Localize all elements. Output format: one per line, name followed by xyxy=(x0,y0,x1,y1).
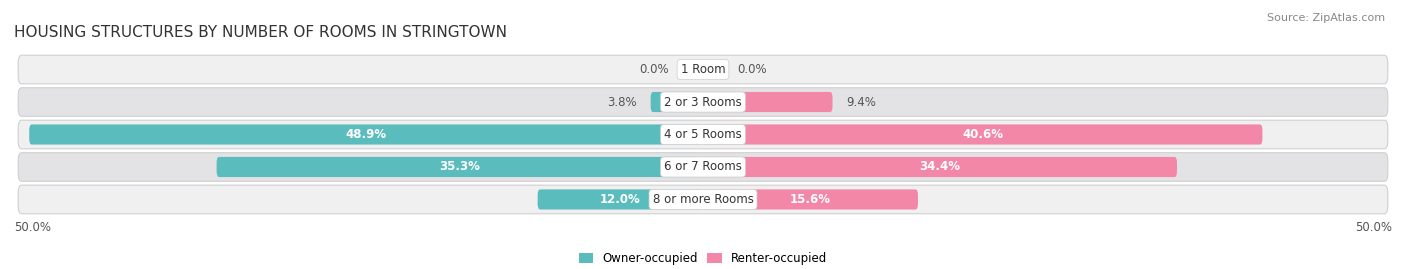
Text: 34.4%: 34.4% xyxy=(920,161,960,174)
Text: 0.0%: 0.0% xyxy=(638,63,669,76)
Text: 0.0%: 0.0% xyxy=(738,63,768,76)
FancyBboxPatch shape xyxy=(18,120,1388,149)
Text: 48.9%: 48.9% xyxy=(346,128,387,141)
Text: 50.0%: 50.0% xyxy=(1355,221,1392,233)
FancyBboxPatch shape xyxy=(703,189,918,210)
Text: 35.3%: 35.3% xyxy=(439,161,481,174)
Text: 50.0%: 50.0% xyxy=(14,221,51,233)
Text: 9.4%: 9.4% xyxy=(846,95,876,108)
Text: HOUSING STRUCTURES BY NUMBER OF ROOMS IN STRINGTOWN: HOUSING STRUCTURES BY NUMBER OF ROOMS IN… xyxy=(14,25,508,40)
Text: 15.6%: 15.6% xyxy=(790,193,831,206)
Text: Source: ZipAtlas.com: Source: ZipAtlas.com xyxy=(1267,13,1385,23)
Text: 12.0%: 12.0% xyxy=(600,193,641,206)
Text: 1 Room: 1 Room xyxy=(681,63,725,76)
FancyBboxPatch shape xyxy=(703,125,1263,144)
Text: 3.8%: 3.8% xyxy=(607,95,637,108)
FancyBboxPatch shape xyxy=(18,185,1388,214)
Text: 6 or 7 Rooms: 6 or 7 Rooms xyxy=(664,161,742,174)
FancyBboxPatch shape xyxy=(703,92,832,112)
FancyBboxPatch shape xyxy=(651,92,703,112)
FancyBboxPatch shape xyxy=(537,189,703,210)
Text: 40.6%: 40.6% xyxy=(962,128,1004,141)
Text: 2 or 3 Rooms: 2 or 3 Rooms xyxy=(664,95,742,108)
FancyBboxPatch shape xyxy=(18,88,1388,116)
FancyBboxPatch shape xyxy=(30,125,703,144)
FancyBboxPatch shape xyxy=(217,157,703,177)
Text: 4 or 5 Rooms: 4 or 5 Rooms xyxy=(664,128,742,141)
FancyBboxPatch shape xyxy=(18,55,1388,84)
FancyBboxPatch shape xyxy=(703,157,1177,177)
Text: 8 or more Rooms: 8 or more Rooms xyxy=(652,193,754,206)
Legend: Owner-occupied, Renter-occupied: Owner-occupied, Renter-occupied xyxy=(574,247,832,269)
FancyBboxPatch shape xyxy=(18,153,1388,181)
